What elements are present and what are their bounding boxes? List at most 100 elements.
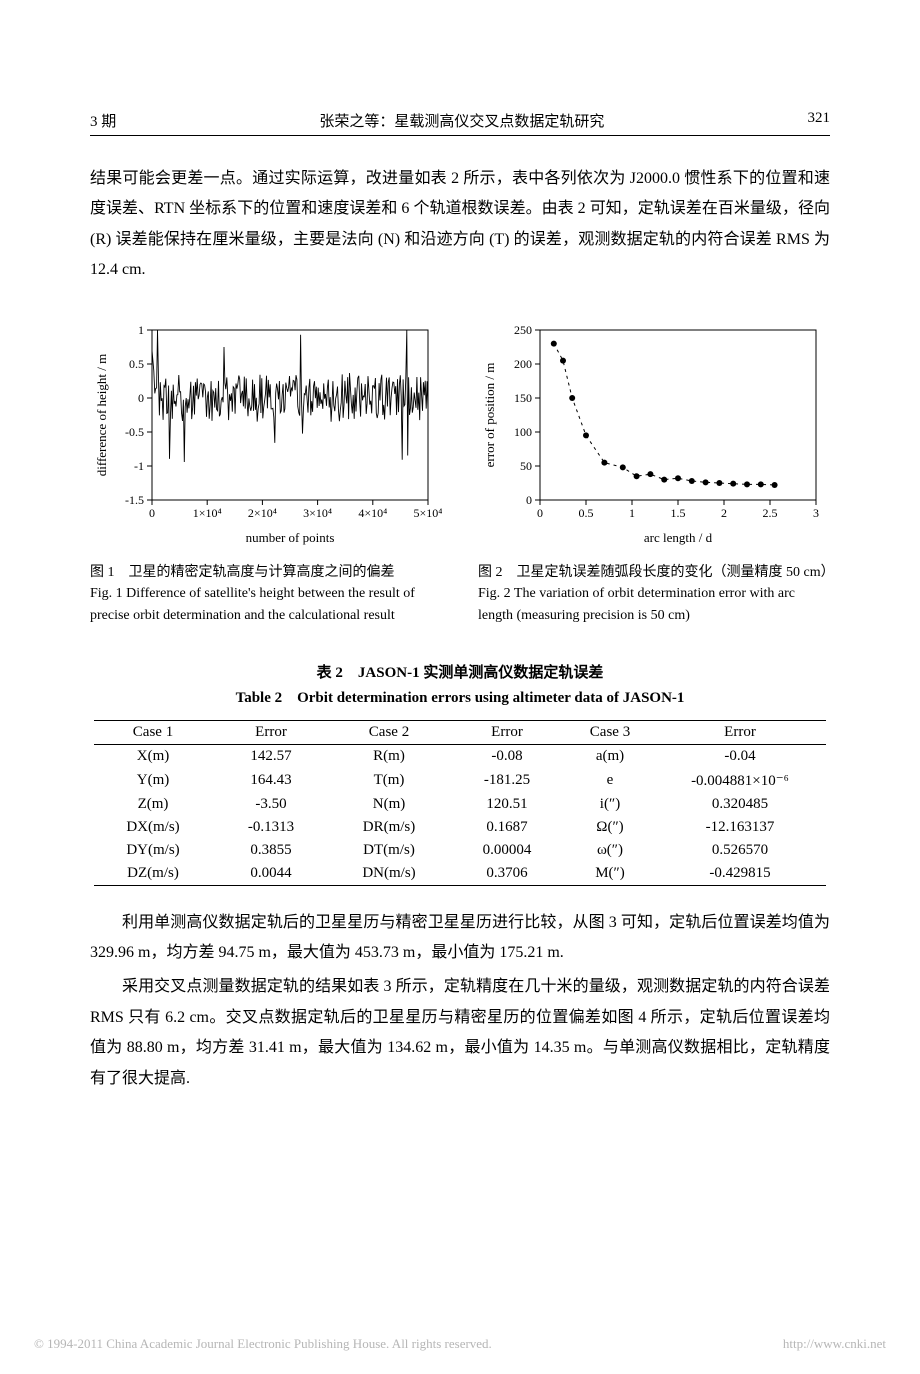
table-cell: M(″) (566, 862, 654, 886)
table-row: DX(m/s)-0.1313DR(m/s)0.1687Ω(″)-12.16313… (94, 816, 826, 839)
svg-text:-0.5: -0.5 (125, 425, 144, 439)
table-cell: Y(m) (94, 768, 212, 793)
table-cell: -3.50 (212, 793, 330, 816)
table-cell: DT(m/s) (330, 839, 448, 862)
footer-right: http://www.cnki.net (783, 1336, 886, 1352)
figure-2-caption-cn: 图 2 卫星定轨误差随弧段长度的变化（测量精度 50 cm） (478, 562, 830, 584)
table-cell: N(m) (330, 793, 448, 816)
table-cell: -12.163137 (654, 816, 826, 839)
figure-2-caption-en: Fig. 2 The variation of orbit determinat… (478, 583, 830, 626)
table-cell: DR(m/s) (330, 816, 448, 839)
page-container: 3 期 张荣之等：星载测高仪交叉点数据定轨研究 321 结果可能会更差一点。通过… (0, 0, 920, 1374)
table-cell: 0.1687 (448, 816, 566, 839)
figure-row: 01×10⁴2×10⁴3×10⁴4×10⁴5×10⁴10.50-0.5-1-1.… (90, 316, 830, 546)
table-2-title-en: Table 2 Orbit determination errors using… (90, 686, 830, 712)
table-cell: DN(m/s) (330, 862, 448, 886)
table-row: Y(m)164.43T(m)-181.25e-0.004881×10⁻⁶ (94, 768, 826, 793)
table-cell: ω(″) (566, 839, 654, 862)
table-row: DZ(m/s)0.0044DN(m/s)0.3706M(″)-0.429815 (94, 862, 826, 886)
table-2-body: X(m)142.57R(m)-0.08a(m)-0.04Y(m)164.43T(… (94, 744, 826, 885)
table-row: DY(m/s)0.3855DT(m/s)0.00004ω(″)0.526570 (94, 839, 826, 862)
table-cell: -181.25 (448, 768, 566, 793)
table-2-col-header: Case 3 (566, 720, 654, 744)
svg-text:2: 2 (721, 506, 727, 520)
figure-2: 00.511.522.53250200150100500arc length /… (478, 316, 830, 546)
caption-row: 图 1 卫星的精密定轨高度与计算高度之间的偏差 Fig. 1 Differenc… (90, 562, 830, 627)
table-cell: -0.08 (448, 744, 566, 768)
table-cell: 0.3706 (448, 862, 566, 886)
svg-text:3: 3 (813, 506, 819, 520)
table-cell: 120.51 (448, 793, 566, 816)
table-row: Z(m)-3.50N(m)120.51i(″)0.320485 (94, 793, 826, 816)
table-cell: 0.320485 (654, 793, 826, 816)
figure-1-caption-en: Fig. 1 Difference of satellite's height … (90, 583, 442, 626)
table-cell: T(m) (330, 768, 448, 793)
running-title: 张荣之等：星载测高仪交叉点数据定轨研究 (319, 110, 604, 131)
svg-text:0.5: 0.5 (129, 357, 144, 371)
table-cell: 0.3855 (212, 839, 330, 862)
table-cell: a(m) (566, 744, 654, 768)
table-2-title-cn: 表 2 JASON-1 实测单测高仪数据定轨误差 (90, 661, 830, 687)
svg-text:number of points: number of points (246, 530, 335, 545)
svg-text:3×10⁴: 3×10⁴ (303, 506, 332, 520)
paragraph-1: 结果可能会更差一点。通过实际运算，改进量如表 2 所示，表中各列依次为 J200… (90, 164, 830, 286)
table-2-col-header: Error (448, 720, 566, 744)
svg-text:0: 0 (138, 391, 144, 405)
table-cell: i(″) (566, 793, 654, 816)
table-cell: Ω(″) (566, 816, 654, 839)
table-cell: -0.004881×10⁻⁶ (654, 768, 826, 793)
figure-1-caption-cn: 图 1 卫星的精密定轨高度与计算高度之间的偏差 (90, 562, 442, 584)
svg-text:50: 50 (520, 459, 532, 473)
page-number: 321 (808, 110, 831, 131)
svg-text:2.5: 2.5 (763, 506, 778, 520)
table-2: Case 1ErrorCase 2ErrorCase 3Error X(m)14… (94, 720, 826, 886)
table-2-col-header: Error (212, 720, 330, 744)
figure-1-svg: 01×10⁴2×10⁴3×10⁴4×10⁴5×10⁴10.50-0.5-1-1.… (90, 316, 442, 546)
svg-text:1×10⁴: 1×10⁴ (193, 506, 222, 520)
svg-text:1: 1 (138, 323, 144, 337)
paragraph-3: 采用交叉点测量数据定轨的结果如表 3 所示，定轨精度在几十米的量级，观测数据定轨… (90, 972, 830, 1094)
footer-note: © 1994-2011 China Academic Journal Elect… (34, 1336, 886, 1352)
paragraph-2: 利用单测高仪数据定轨后的卫星星历与精密卫星星历进行比较，从图 3 可知，定轨后位… (90, 908, 830, 969)
svg-text:0: 0 (149, 506, 155, 520)
table-cell: DZ(m/s) (94, 862, 212, 886)
table-cell: 0.526570 (654, 839, 826, 862)
table-cell: -0.1313 (212, 816, 330, 839)
svg-text:0: 0 (526, 493, 532, 507)
svg-text:5×10⁴: 5×10⁴ (414, 506, 442, 520)
svg-text:0: 0 (537, 506, 543, 520)
table-2-col-header: Error (654, 720, 826, 744)
figure-1: 01×10⁴2×10⁴3×10⁴4×10⁴5×10⁴10.50-0.5-1-1.… (90, 316, 442, 546)
table-cell: X(m) (94, 744, 212, 768)
svg-text:4×10⁴: 4×10⁴ (358, 506, 387, 520)
svg-text:2×10⁴: 2×10⁴ (248, 506, 277, 520)
svg-text:1.5: 1.5 (671, 506, 686, 520)
svg-text:150: 150 (514, 391, 532, 405)
svg-text:200: 200 (514, 357, 532, 371)
table-cell: -0.04 (654, 744, 826, 768)
table-2-col-header: Case 2 (330, 720, 448, 744)
svg-text:1: 1 (629, 506, 635, 520)
table-cell: 164.43 (212, 768, 330, 793)
figure-2-caption: 图 2 卫星定轨误差随弧段长度的变化（测量精度 50 cm） Fig. 2 Th… (478, 562, 830, 627)
figure-2-svg: 00.511.522.53250200150100500arc length /… (478, 316, 830, 546)
table-row: X(m)142.57R(m)-0.08a(m)-0.04 (94, 744, 826, 768)
svg-text:250: 250 (514, 323, 532, 337)
footer-left: © 1994-2011 China Academic Journal Elect… (34, 1336, 492, 1352)
table-cell: DX(m/s) (94, 816, 212, 839)
running-header: 3 期 张荣之等：星载测高仪交叉点数据定轨研究 321 (90, 110, 830, 136)
table-cell: 142.57 (212, 744, 330, 768)
table-cell: 0.00004 (448, 839, 566, 862)
table-2-header-row: Case 1ErrorCase 2ErrorCase 3Error (94, 720, 826, 744)
table-cell: Z(m) (94, 793, 212, 816)
svg-text:error of position / m: error of position / m (482, 362, 497, 467)
figure-1-caption: 图 1 卫星的精密定轨高度与计算高度之间的偏差 Fig. 1 Differenc… (90, 562, 442, 627)
table-cell: e (566, 768, 654, 793)
issue-label: 3 期 (90, 110, 116, 131)
table-cell: 0.0044 (212, 862, 330, 886)
svg-text:0.5: 0.5 (579, 506, 594, 520)
table-cell: DY(m/s) (94, 839, 212, 862)
table-2-title: 表 2 JASON-1 实测单测高仪数据定轨误差 Table 2 Orbit d… (90, 661, 830, 712)
svg-text:-1: -1 (134, 459, 144, 473)
svg-text:difference of height / m: difference of height / m (94, 353, 109, 476)
